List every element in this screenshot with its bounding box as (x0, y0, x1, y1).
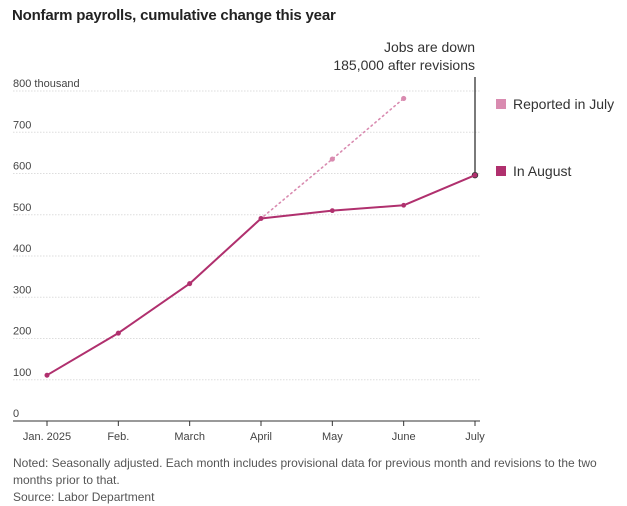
x-tick-label-6: July (465, 431, 485, 443)
footnote-line-2: months prior to that. (13, 473, 120, 487)
series-1-point-3 (258, 216, 264, 221)
x-tick-label-4: May (322, 431, 343, 443)
y-tick-label-600: 600 (13, 161, 31, 173)
series-0-point-5 (401, 95, 407, 102)
y-tick-label-500: 500 (13, 202, 31, 214)
legend-swatch-0 (496, 99, 506, 109)
chart-title: Nonfarm payrolls, cumulative change this… (12, 7, 336, 24)
payrolls-line-chart: Jobs are down 185,000 after revisions Rep… (13, 39, 614, 443)
x-axis (13, 420, 480, 426)
series-line-1 (46, 174, 476, 377)
legend-label-0: Reported in July (513, 96, 614, 112)
annotation-text-0: Jobs are down (384, 39, 475, 55)
y-tick-label-300: 300 (13, 284, 31, 296)
y-tick-label-400: 400 (13, 243, 31, 255)
x-tick-label-1: Feb. (107, 431, 129, 443)
series-1-point-6 (472, 172, 478, 178)
annotation: Jobs are down 185,000 after revisions (333, 39, 479, 179)
series-1-point-0 (44, 372, 50, 378)
series-1-point-1 (115, 330, 121, 336)
series-line-0 (46, 97, 405, 376)
y-tick-label-0: 0 (13, 408, 19, 420)
x-tick-label-0: Jan. 2025 (23, 431, 71, 443)
series-1-point-5 (401, 202, 407, 208)
x-tick-label-2: March (174, 431, 205, 443)
y-tick-label-700: 700 (13, 119, 31, 131)
series-0-point-4 (329, 156, 335, 162)
y-tick-label-800: 800 thousand (13, 78, 80, 90)
legend-label-1: In August (513, 163, 571, 179)
series-layer (44, 95, 478, 378)
series-1-point-2 (187, 281, 193, 287)
footnote-line-1: Noted: Seasonally adjusted. Each month i… (13, 456, 597, 470)
legend: Reported in July In August (496, 96, 614, 179)
x-tick-label-3: April (250, 431, 272, 443)
annotation-text-1: 185,000 after revisions (333, 57, 475, 73)
x-axis-labels: Jan. 2025 Feb. March April May June July (23, 431, 485, 443)
legend-swatch-1 (496, 166, 506, 176)
gridlines (13, 90, 480, 381)
footer: Noted: Seasonally adjusted. Each month i… (13, 455, 625, 506)
source-note: Source: Labor Department (13, 490, 155, 504)
y-tick-label-200: 200 (13, 326, 31, 338)
y-tick-label-100: 100 (13, 367, 31, 379)
y-axis-labels: 0 100 200 300 400 500 600 700 800 thousand (13, 78, 80, 420)
x-tick-label-5: June (392, 431, 416, 443)
series-1-point-4 (329, 208, 335, 214)
